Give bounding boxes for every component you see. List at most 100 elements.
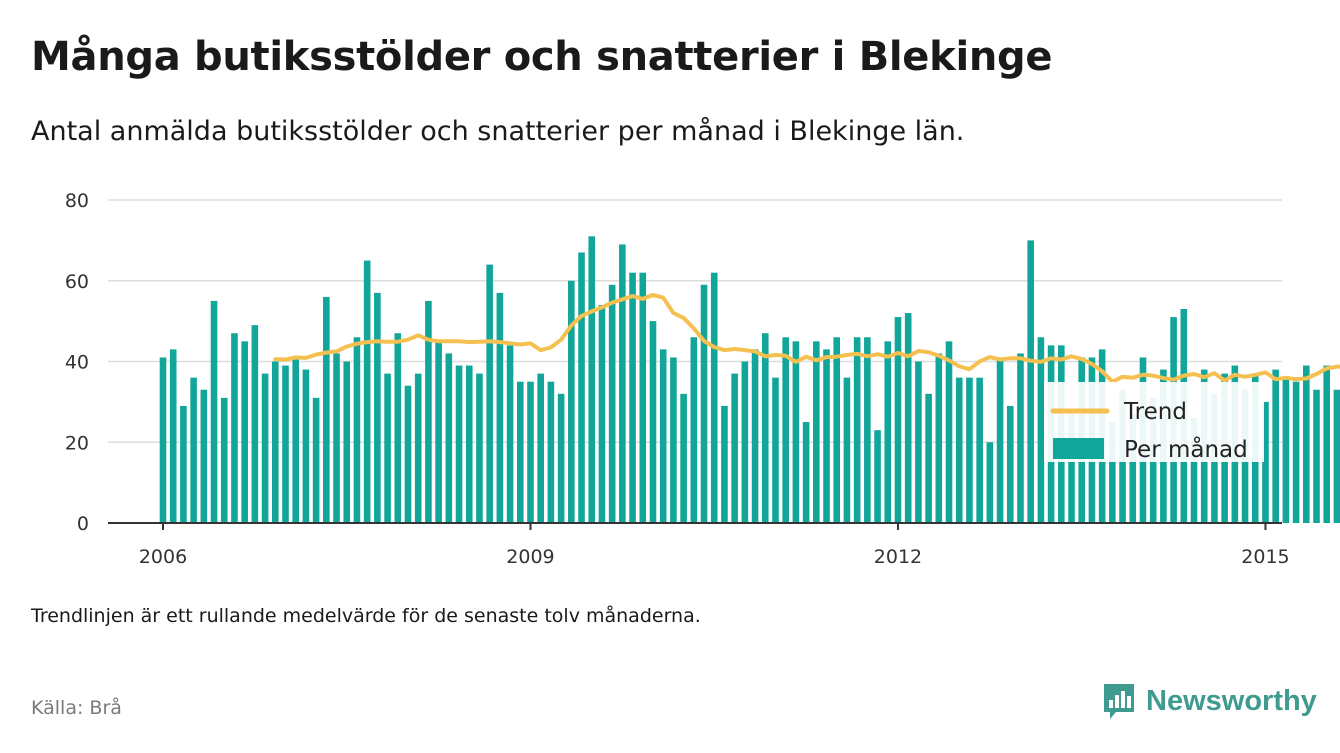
bar — [282, 365, 289, 523]
bar — [710, 272, 718, 523]
newsworthy-logo: Newsworthy — [1102, 682, 1317, 720]
x-tick-label: 2009 — [506, 546, 554, 568]
x-axis-ticks: 2006200920122015201820212023 — [139, 523, 1290, 568]
bar-chart-speech-bubble-icon — [1104, 684, 1134, 719]
bar — [578, 252, 585, 524]
bar — [1262, 401, 1269, 523]
brand-name: Newsworthy — [1146, 684, 1317, 717]
bar — [813, 341, 820, 523]
bar — [802, 422, 810, 523]
bar — [200, 389, 208, 523]
bar — [588, 236, 596, 523]
footnote: Trendlinjen är ett rullande medelvärde f… — [31, 605, 701, 627]
bar — [1272, 369, 1279, 523]
bar — [945, 341, 953, 523]
bar — [516, 381, 524, 523]
bar — [568, 280, 575, 523]
bar — [792, 341, 800, 523]
bar — [843, 377, 851, 523]
bar — [1323, 365, 1331, 523]
bar — [465, 365, 473, 523]
bar — [425, 300, 432, 523]
bar — [1292, 381, 1300, 523]
bar — [159, 357, 167, 523]
source-credit: Källa: Brå — [31, 697, 122, 719]
bar — [1302, 365, 1310, 523]
bar — [333, 353, 340, 523]
bar — [496, 292, 504, 523]
bar — [506, 345, 514, 523]
bar — [1006, 405, 1014, 523]
bar — [772, 377, 779, 523]
bar — [1027, 240, 1034, 523]
bar — [864, 337, 871, 523]
bar — [659, 349, 667, 523]
bar — [598, 304, 606, 523]
bar — [731, 373, 738, 523]
bar — [700, 284, 708, 523]
bar — [323, 296, 330, 523]
bar — [343, 361, 351, 523]
bar — [527, 381, 534, 523]
x-tick-label: 2015 — [1241, 546, 1289, 568]
bar — [251, 325, 259, 523]
bar — [761, 333, 769, 523]
bar — [823, 349, 830, 523]
bar — [302, 369, 310, 523]
bar — [1068, 409, 1075, 523]
bar — [210, 300, 218, 523]
bar — [608, 284, 616, 523]
bar — [629, 272, 636, 523]
bar — [690, 337, 698, 523]
bar — [547, 381, 555, 523]
bar — [1282, 377, 1290, 523]
bar — [180, 405, 187, 523]
bar — [445, 353, 453, 523]
bar — [874, 430, 881, 523]
bar — [996, 357, 1004, 523]
bar — [261, 373, 269, 523]
bar — [241, 341, 248, 523]
bar — [649, 321, 657, 523]
bar — [353, 337, 361, 523]
bar — [935, 353, 943, 523]
y-tick-label: 0 — [77, 513, 89, 535]
bar — [537, 373, 544, 523]
bar — [741, 361, 749, 523]
x-tick-label: 2006 — [139, 546, 187, 568]
legend-label-per-manad: Per månad — [1124, 435, 1248, 463]
bar — [384, 373, 391, 523]
bar — [190, 377, 197, 523]
bar — [639, 272, 647, 523]
bar — [292, 357, 300, 523]
bar — [271, 361, 279, 523]
y-tick-label: 40 — [65, 352, 89, 374]
bar — [231, 333, 238, 523]
legend-label-trend: Trend — [1123, 399, 1187, 425]
bar — [476, 373, 483, 523]
bar — [680, 393, 687, 523]
bar — [557, 393, 565, 523]
bar — [435, 341, 442, 523]
bar — [363, 260, 371, 523]
legend-bar-swatch — [1053, 438, 1104, 459]
y-tick-label: 60 — [65, 271, 89, 293]
bar — [1037, 337, 1045, 523]
bar — [169, 349, 177, 523]
y-tick-label: 20 — [65, 432, 89, 454]
bar — [670, 357, 677, 523]
bar — [955, 377, 963, 523]
bar — [486, 264, 493, 523]
bar — [455, 365, 463, 523]
bar — [853, 337, 861, 523]
bar — [904, 313, 912, 523]
bar — [394, 333, 402, 523]
bar — [1313, 389, 1320, 523]
trend-line — [273, 292, 1340, 384]
bar — [312, 397, 320, 523]
bar — [1109, 422, 1116, 523]
bar — [414, 373, 422, 523]
chart-subtitle: Antal anmälda butiksstölder och snatteri… — [31, 116, 965, 147]
bar — [894, 317, 902, 523]
